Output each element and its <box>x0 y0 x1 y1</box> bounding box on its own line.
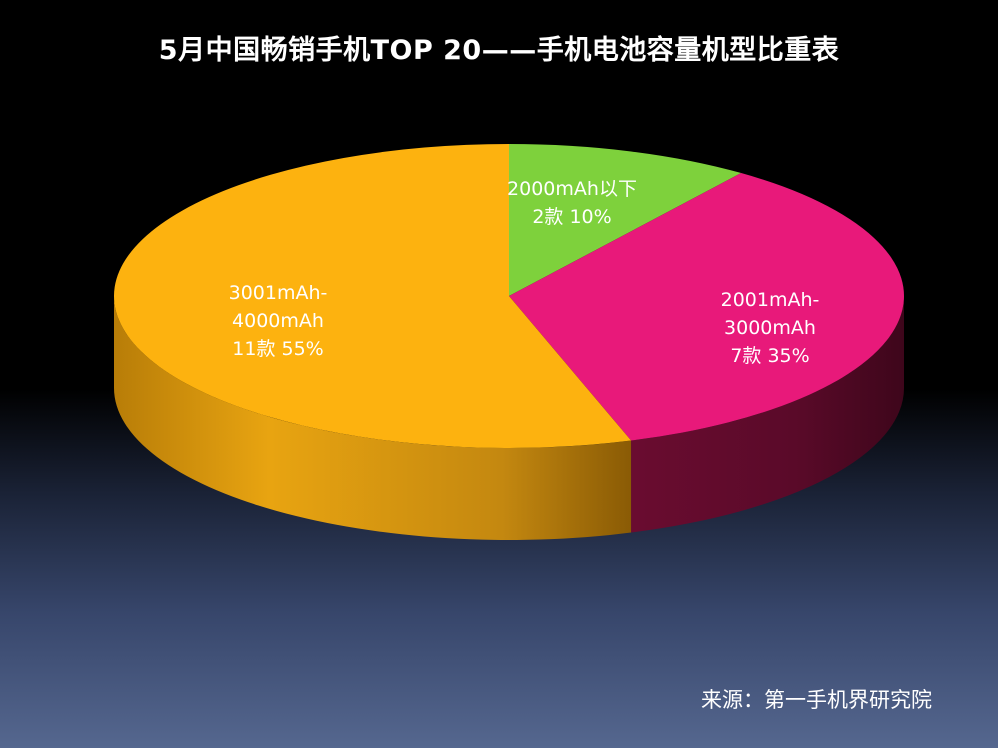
pie-slice-1 <box>509 144 742 296</box>
slice-label-line: 3000mAh <box>724 317 816 339</box>
slice-label-1: 2000mAh以下 2款 10% <box>507 178 637 228</box>
pie-side-walls <box>114 296 904 540</box>
source-note: 来源：第一手机界研究院 <box>701 688 932 712</box>
pie-side-2 <box>631 296 904 533</box>
pie-slice-2 <box>509 173 904 441</box>
slice-label-3: 3001mAh- 4000mAh 11款 55% <box>229 282 328 360</box>
pie-slice-labels: 2000mAh以下 2款 10% 2001mAh- 3000mAh 7款 35% 3001… <box>229 178 820 367</box>
slice-label-line: 2款 10% <box>532 206 611 228</box>
pie-side-3 <box>114 296 632 540</box>
slice-label-line: 3001mAh- <box>229 282 328 304</box>
slice-label-line: 4000mAh <box>232 310 324 332</box>
slice-label-line: 2001mAh- <box>721 289 820 311</box>
pie-slice-3 <box>113 144 632 448</box>
slice-label-2: 2001mAh- 3000mAh 7款 35% <box>721 289 820 367</box>
slice-label-line: 2000mAh以下 <box>507 178 637 200</box>
slice-label-line: 7款 35% <box>730 345 809 367</box>
chart-title: 5月中国畅销手机TOP 20——手机电池容量机型比重表 <box>158 35 840 66</box>
pie-top-faces <box>113 144 904 448</box>
slice-label-line: 11款 55% <box>232 338 323 360</box>
